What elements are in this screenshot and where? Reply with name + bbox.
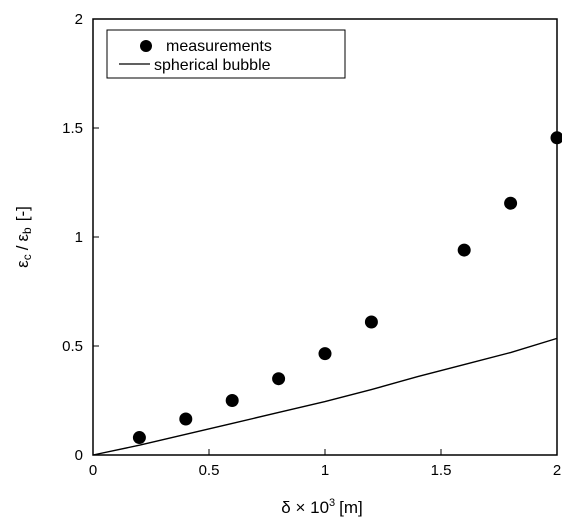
x-axis-ticks: 0 0.5 1 1.5 2 [89,449,561,479]
data-point-measurement [457,243,471,257]
plot-area-frame [92,18,558,456]
x-tick-label: 1 [321,462,329,479]
series-line-spherical-bubble [92,337,558,456]
x-axis-label: δ × 103 [m] [281,497,363,517]
data-point-measurement [318,347,332,361]
data-point-measurement [504,196,518,210]
data-point-measurement [272,372,286,386]
y-tick-label: 0 [75,447,83,464]
data-point-measurement [364,315,378,329]
y-tick-label: 0.5 [62,338,83,355]
legend-label-spherical-bubble: spherical bubble [154,57,271,74]
x-tick-label: 0.5 [199,462,220,479]
legend: measurements spherical bubble [106,29,346,79]
x-tick-label: 2 [553,462,561,479]
legend-box [106,29,346,79]
legend-label-measurements: measurements [166,38,272,55]
scatter-series-layer [132,131,562,445]
data-point-measurement [550,131,562,145]
y-tick-label: 2 [75,11,83,28]
y-tick-label: 1.5 [62,120,83,137]
y-tick-label: 1 [75,229,83,246]
data-point-measurement [225,394,239,407]
legend-marker-measurements [140,40,152,52]
x-tick-label: 1.5 [431,462,452,479]
x-tick-label: 0 [89,462,97,479]
data-point-measurement [132,431,146,445]
data-point-measurement [179,412,193,426]
line-series-layer [92,337,558,456]
y-axis-label: εc/εb[-] [13,206,34,268]
